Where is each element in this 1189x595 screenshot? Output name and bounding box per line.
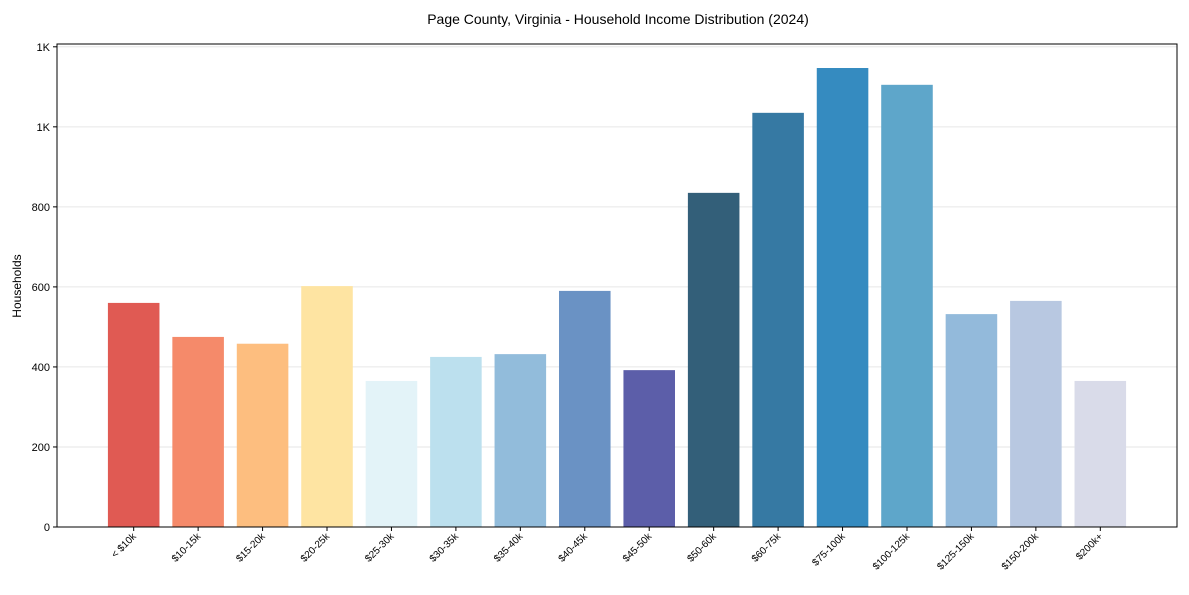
x-axis-ticks: < $10k $10-15k $15-20k $20-25k $25-30k $30-35…	[110, 527, 1106, 573]
bar	[881, 84, 933, 528]
x-tick-label: $25-30k	[363, 531, 397, 565]
bar	[752, 112, 804, 528]
gridlines	[57, 46, 1177, 528]
x-tick-label: $10-15k	[170, 531, 204, 565]
y-tick-label: 400	[32, 362, 50, 374]
x-tick-label: $40-45k	[557, 531, 591, 565]
bar	[494, 354, 547, 527]
x-tick-label: $35-40k	[492, 531, 526, 565]
y-tick-label: 0	[44, 522, 50, 534]
x-tick-label: $15-20k	[234, 531, 268, 565]
x-tick-label: $75-100k	[810, 531, 848, 569]
x-tick-label: $100-125k	[871, 531, 913, 573]
bar	[687, 192, 740, 527]
chart-title: Page County, Virginia - Household Income…	[427, 11, 809, 27]
x-tick-label: < $10k	[110, 531, 140, 561]
x-tick-label: $45-50k	[621, 531, 655, 565]
y-axis-ticks: 0 200 400 600 800 1K 1K	[32, 42, 57, 534]
y-tick-label: 600	[32, 282, 50, 294]
bars	[107, 68, 1127, 528]
bar	[365, 380, 418, 527]
y-tick-label: 200	[32, 442, 50, 454]
bar	[301, 286, 353, 527]
y-axis-label: Households	[10, 254, 24, 317]
x-tick-label: $20-25k	[299, 531, 333, 565]
plot-frame	[56, 43, 1178, 528]
x-tick-label: $50-60k	[685, 531, 719, 565]
bar	[172, 336, 224, 527]
bar	[1074, 380, 1127, 527]
bar	[236, 343, 289, 527]
y-tick-label: 1K	[37, 42, 51, 54]
x-tick-label: $125-150k	[935, 531, 977, 573]
bar	[623, 370, 675, 527]
x-tick-label: $60-75k	[750, 531, 784, 565]
bar	[430, 356, 482, 527]
bar	[559, 290, 611, 527]
y-tick-label: 800	[32, 202, 50, 214]
bar	[1010, 300, 1062, 527]
x-tick-label: $30-35k	[428, 531, 462, 565]
x-tick-label: $200k+	[1074, 531, 1105, 562]
y-tick-label: 1K	[37, 122, 51, 134]
x-tick-label: $150-200k	[1000, 531, 1042, 573]
bar	[945, 314, 998, 527]
bar	[107, 302, 160, 527]
bar	[816, 68, 869, 527]
